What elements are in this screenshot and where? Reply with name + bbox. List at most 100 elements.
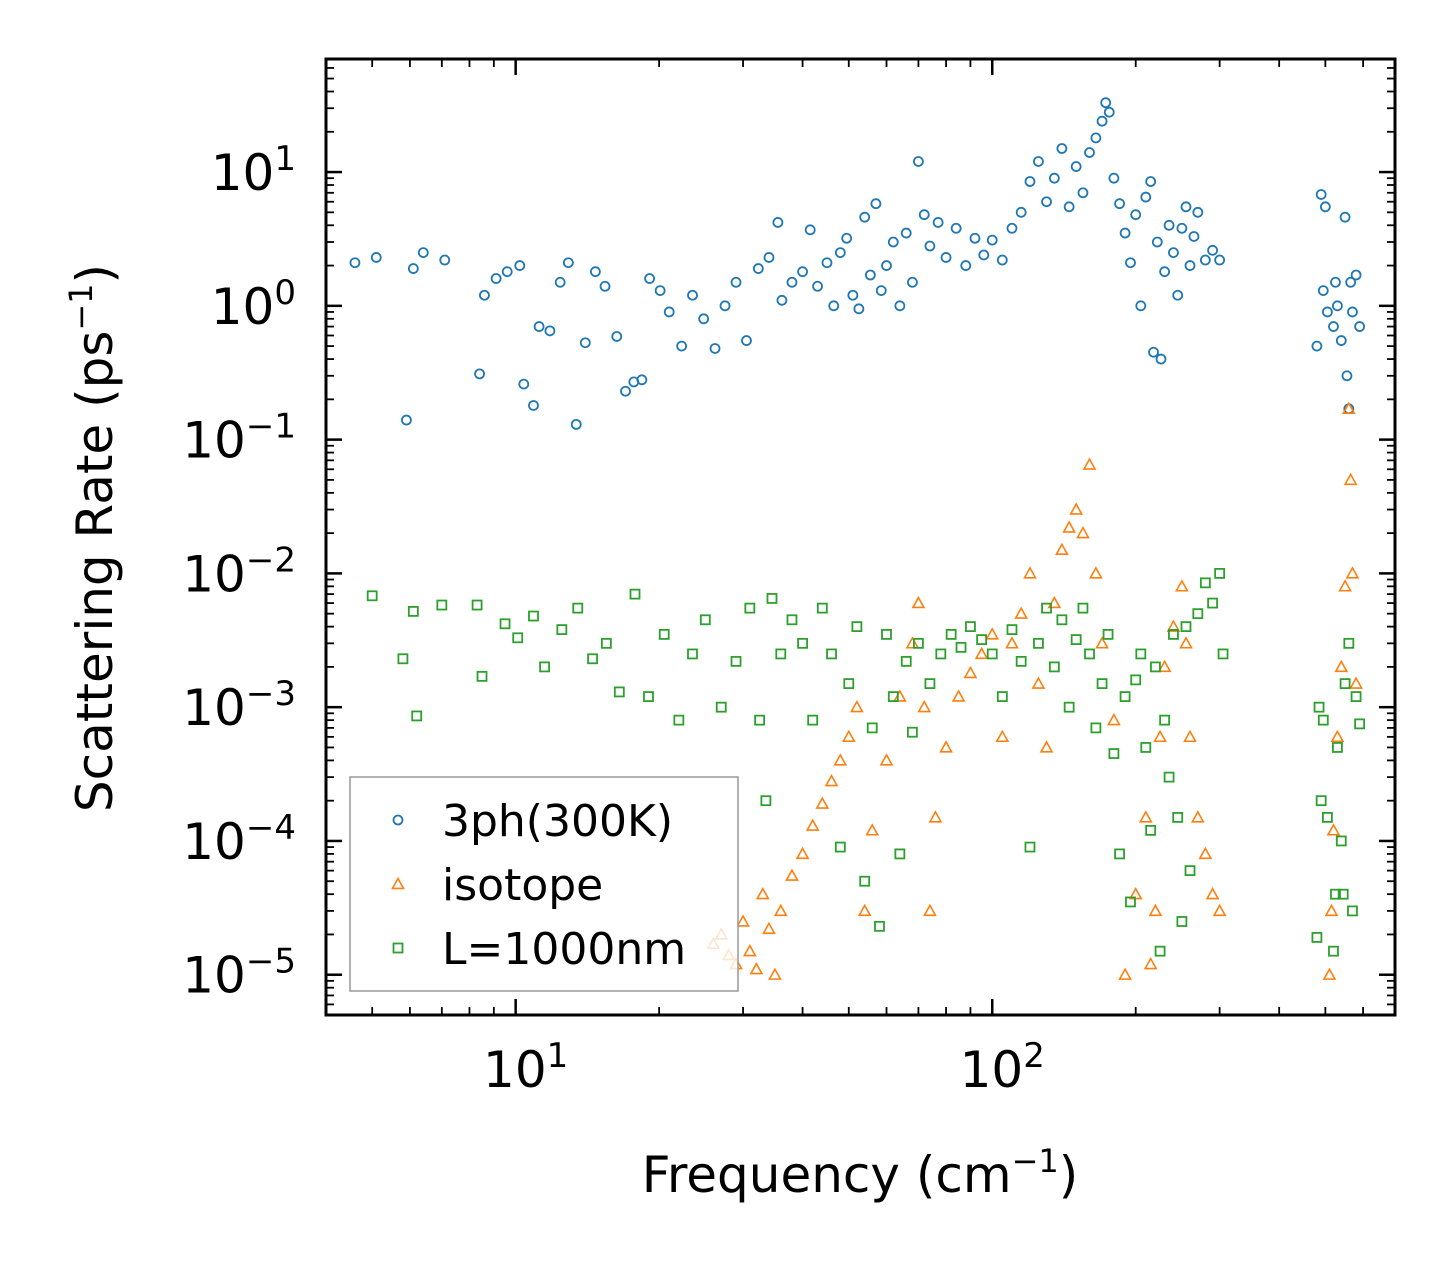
x-tick-label: 102 xyxy=(960,1036,1045,1099)
data-point xyxy=(1343,637,1355,649)
data-point xyxy=(1214,254,1226,266)
data-point xyxy=(881,628,892,640)
data-point xyxy=(476,670,488,682)
data-point xyxy=(629,588,641,600)
data-point xyxy=(1077,602,1089,614)
data-point xyxy=(1176,222,1188,234)
data-point xyxy=(1069,502,1084,515)
data-point xyxy=(1056,614,1068,626)
data-point xyxy=(1184,865,1196,877)
data-point xyxy=(579,337,591,349)
data-point xyxy=(658,628,670,640)
data-point xyxy=(1328,945,1339,957)
y-tick-label: 10−4 xyxy=(182,808,296,871)
data-point xyxy=(776,294,788,306)
data-point xyxy=(1108,172,1120,184)
data-point xyxy=(528,610,539,622)
data-point xyxy=(1330,276,1341,288)
tick-labels: 101 102 10−5 10−4 10−3 10−2 10−1 100 101 xyxy=(182,139,1045,1099)
data-point xyxy=(539,661,550,673)
series-3ph(300K) xyxy=(349,97,1366,430)
data-point xyxy=(1048,661,1060,673)
y-axis-label: Scattering Rate (ps−1) xyxy=(62,264,124,812)
data-point xyxy=(1319,201,1331,213)
data-point xyxy=(924,240,936,252)
data-point xyxy=(996,691,1008,702)
data-point xyxy=(1118,967,1132,980)
data-point xyxy=(744,602,756,614)
data-point xyxy=(763,252,775,263)
data-point xyxy=(816,602,828,614)
data-point xyxy=(1311,932,1323,943)
data-point xyxy=(1114,198,1125,210)
data-point xyxy=(1041,196,1052,208)
data-point xyxy=(1157,659,1172,673)
data-point xyxy=(913,637,924,649)
data-point xyxy=(851,621,863,633)
data-point xyxy=(518,378,530,390)
data-point xyxy=(397,653,409,665)
data-point xyxy=(643,691,654,702)
data-point xyxy=(874,920,885,932)
data-point xyxy=(1341,370,1353,382)
data-point xyxy=(772,217,784,228)
data-point xyxy=(928,810,943,823)
data-point xyxy=(985,627,1000,640)
data-point xyxy=(741,335,752,346)
data-point xyxy=(1168,247,1179,258)
data-point xyxy=(1140,742,1152,753)
data-point xyxy=(1153,729,1167,743)
data-point xyxy=(613,686,625,698)
data-point xyxy=(894,848,906,860)
legend-marker xyxy=(392,942,404,954)
data-point xyxy=(698,313,710,325)
data-point xyxy=(556,624,568,636)
data-point xyxy=(730,276,742,288)
data-point xyxy=(1175,579,1189,592)
data-point xyxy=(1322,967,1337,980)
data-point xyxy=(587,653,598,665)
data-point xyxy=(1159,714,1171,726)
data-point xyxy=(965,621,976,633)
data-point xyxy=(1350,691,1362,702)
data-point xyxy=(1324,903,1339,917)
data-point xyxy=(976,634,988,645)
data-point xyxy=(900,227,912,239)
data-point xyxy=(1055,542,1069,556)
x-axis-label: Frequency (cm−1) xyxy=(642,1142,1079,1204)
data-point xyxy=(907,726,918,738)
data-point xyxy=(1014,606,1029,619)
data-point xyxy=(1190,810,1205,823)
data-point xyxy=(918,209,930,221)
data-point xyxy=(1033,156,1044,167)
data-point xyxy=(1082,457,1097,470)
data-point xyxy=(1163,771,1175,783)
y-tick-label: 10−2 xyxy=(182,540,296,603)
data-point xyxy=(1317,714,1329,726)
data-point xyxy=(1070,634,1082,645)
data-point xyxy=(1159,266,1171,278)
data-point xyxy=(1084,147,1095,158)
data-point xyxy=(1031,676,1046,689)
data-point xyxy=(900,655,912,667)
data-point xyxy=(1063,701,1075,713)
data-point xyxy=(1332,300,1343,312)
data-point xyxy=(768,967,782,980)
data-point xyxy=(1345,276,1357,288)
y-tick-label: 101 xyxy=(211,139,296,202)
data-point xyxy=(804,224,816,236)
data-point xyxy=(1041,602,1052,614)
data-point xyxy=(611,331,623,342)
data-point xyxy=(1350,269,1362,281)
data-point xyxy=(687,648,698,660)
data-point xyxy=(951,689,966,702)
data-point xyxy=(1183,729,1197,743)
y-tick-label: 100 xyxy=(211,273,296,336)
data-point xyxy=(755,887,770,900)
data-point xyxy=(1317,285,1329,296)
x-tick-label: 101 xyxy=(483,1036,568,1099)
data-point xyxy=(1315,189,1327,200)
data-point xyxy=(960,260,972,271)
data-point xyxy=(826,648,837,660)
data-point xyxy=(1192,206,1204,218)
